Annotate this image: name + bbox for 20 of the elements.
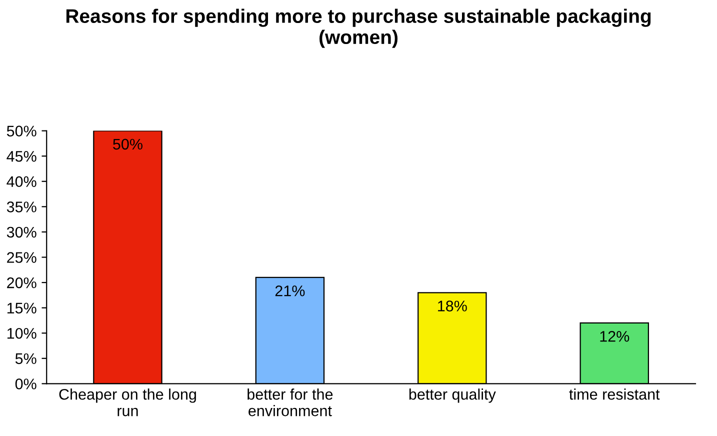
chart-title: Reasons for spending more to purchase sustainable packaging (women) (66, 8, 651, 48)
y-tick-label: 30% (6, 226, 36, 238)
y-tick-label: 5% (15, 353, 36, 364)
y-tick-label: 15% (7, 302, 36, 314)
y-tick-label: 0% (15, 378, 36, 390)
y-tick-label: 45% (6, 151, 36, 162)
y-tick-label: 25% (7, 252, 36, 263)
y-tick-label: 35% (6, 202, 36, 212)
x-tick-label: Cheaper on the long run (59, 388, 196, 416)
data-label: 12% (600, 330, 630, 342)
data-label: 18% (438, 300, 467, 312)
data-label: 50% (113, 138, 142, 150)
y-tick-label: 40% (6, 176, 36, 188)
x-tick-label: better quality (409, 388, 496, 403)
x-tick-label: time resistant (569, 388, 660, 400)
y-tick-label: 20% (7, 277, 36, 288)
y-tick-label: 50% (6, 126, 36, 136)
x-tick-label: better for the environment (248, 388, 333, 416)
data-label: 21% (275, 285, 305, 296)
y-tick-label: 10% (7, 328, 36, 339)
